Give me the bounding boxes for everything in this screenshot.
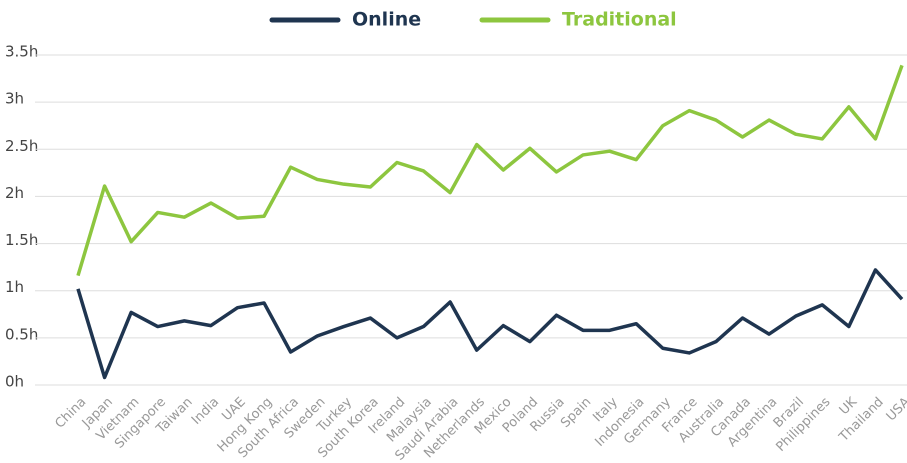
- line-series: [76, 64, 904, 277]
- x-tick-label: USA: [884, 395, 907, 425]
- legend-label: Online: [352, 9, 421, 31]
- y-tick-label: 2h: [5, 184, 24, 202]
- y-tick-label: 1.5h: [5, 231, 38, 249]
- legend-label: Traditional: [562, 9, 677, 31]
- y-tick-label: 2.5h: [5, 137, 38, 155]
- y-tick-label: 1h: [5, 278, 24, 296]
- y-tick-label: 3.5h: [5, 43, 38, 61]
- y-tick-label: 0.5h: [5, 325, 38, 343]
- line-series: [76, 268, 904, 380]
- lines: [76, 64, 904, 380]
- y-tick-label: 3h: [5, 90, 24, 108]
- x-tick-label: India: [189, 395, 222, 428]
- grid: 0h0.5h1h1.5h2h2.5h3h3.5hChinaJapanVietna…: [5, 43, 907, 463]
- y-tick-label: 0h: [5, 373, 24, 391]
- x-tick-label: China: [52, 395, 89, 432]
- x-tick-label: Spain: [558, 395, 594, 431]
